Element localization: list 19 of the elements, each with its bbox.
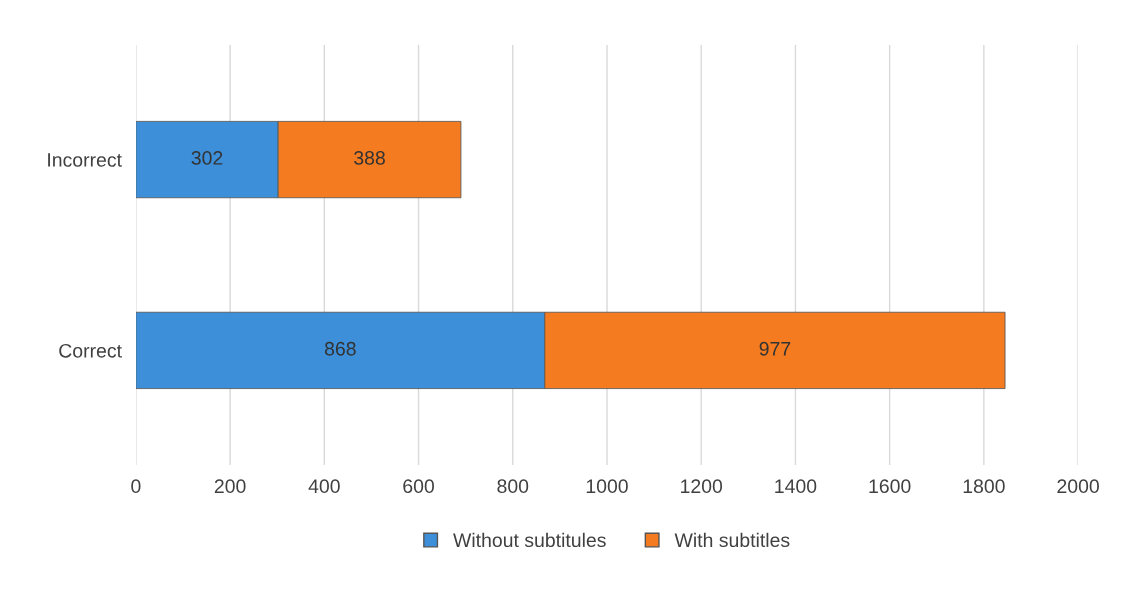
- x-tick-label: 1200: [681, 479, 723, 494]
- x-tick-label: 1000: [586, 479, 628, 494]
- data-label: 388: [354, 151, 385, 165]
- x-tick-label: 400: [308, 479, 340, 494]
- data-label: 868: [324, 341, 356, 356]
- y-tick-label: Incorrect: [48, 153, 122, 167]
- x-tick-label: 600: [403, 479, 434, 494]
- y-tick-label: Correct: [59, 343, 122, 358]
- x-tick-label: 1400: [775, 479, 817, 494]
- x-tick-label: 1600: [869, 479, 911, 494]
- legend-label: Without subtitules: [453, 532, 606, 548]
- data-label: 302: [191, 151, 223, 165]
- x-tick-label: 2000: [1057, 479, 1099, 494]
- x-tick-label: 800: [497, 479, 529, 494]
- x-tick-label: 200: [214, 479, 246, 494]
- legend-label: With subtitles: [674, 532, 790, 548]
- data-label: 977: [759, 341, 791, 356]
- x-tick-label: 1800: [963, 479, 1005, 494]
- x-tick-label: 0: [131, 479, 141, 494]
